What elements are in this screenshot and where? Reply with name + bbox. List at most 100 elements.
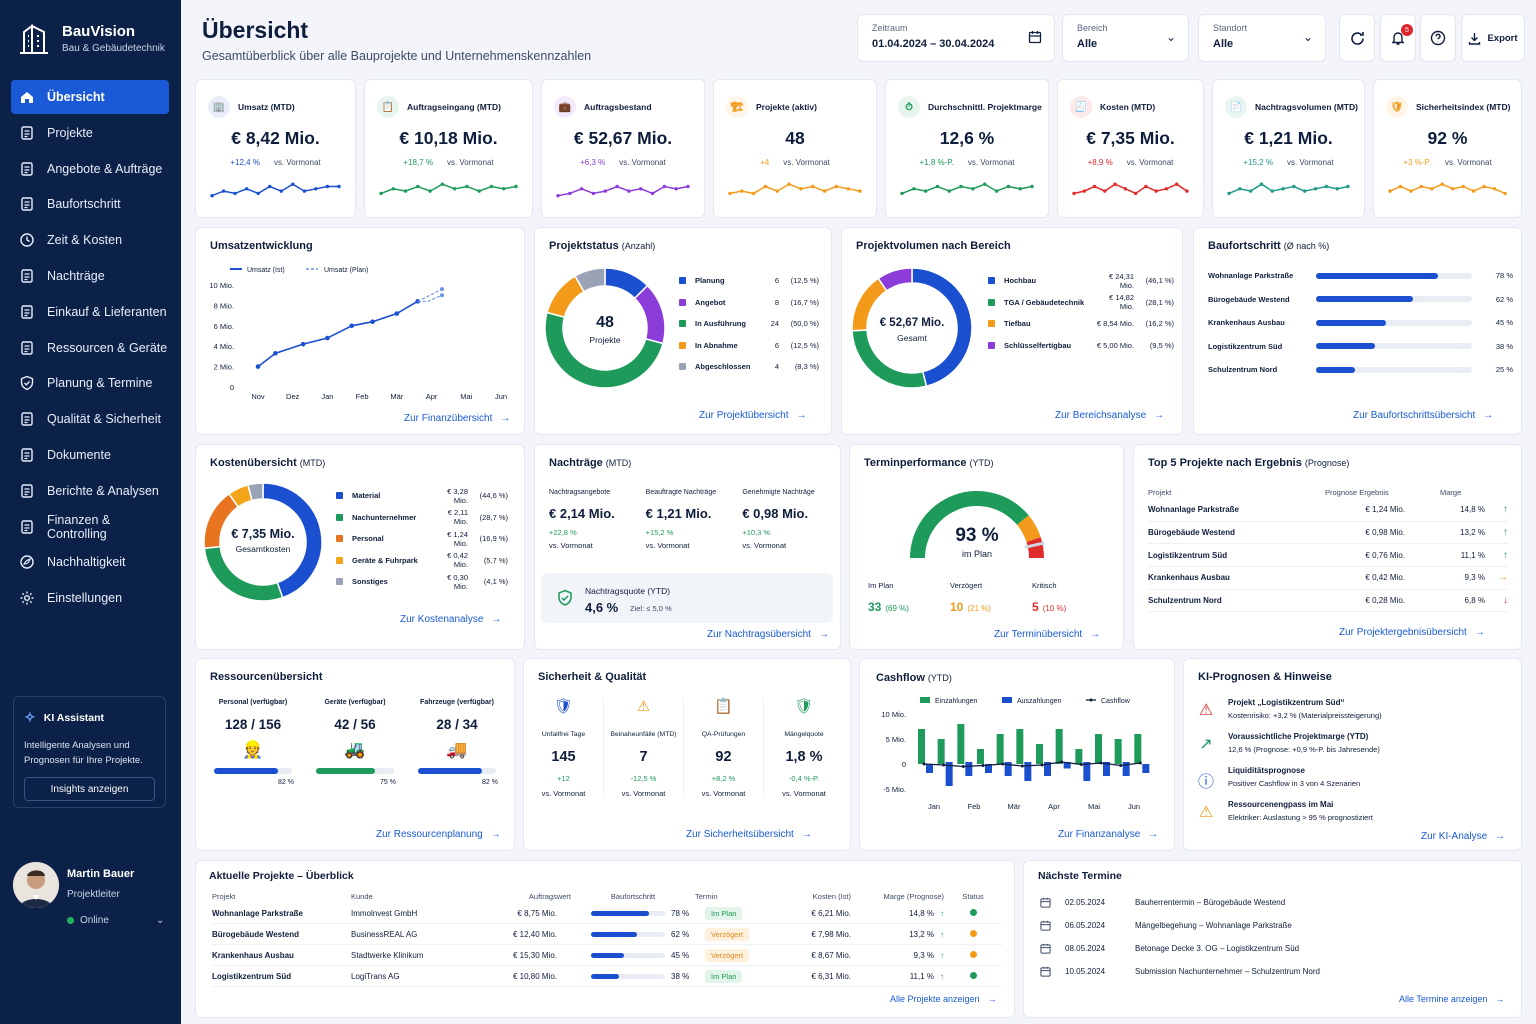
termin-item[interactable]: 08.05.2024 Betonage Decke 3. OG – Logisti… [1040,937,1510,960]
user-profile[interactable]: Martin Bauer Projektleiter Online ⌄ [13,860,173,930]
terminuebersicht-link[interactable]: Zur Terminübersicht → [994,629,1100,640]
alle-projekte-link[interactable]: Alle Projekte anzeigen → [890,994,997,1004]
cashflow-point [922,762,926,766]
nachtragsuebersicht-link[interactable]: Zur Nachtragsübersicht → [707,629,829,640]
export-button[interactable]: Export [1461,14,1525,62]
legend-label: Einzahlungen [935,698,978,705]
table-row[interactable]: Wohnanlage Parkstraße € 1,24 Mio. 14,8 % ↑ [1148,499,1508,522]
kpi-card[interactable]: 🧾 Kosten (MTD) € 7,35 Mio. +8,9 % vs. Vormon… [1057,79,1204,218]
baufortschritt-row[interactable]: Schulzentrum Nord 25 % [1208,358,1513,382]
nav-item-4[interactable]: Zeit & Kosten [11,223,169,257]
stat-label: Im Plan [868,581,894,590]
table-row[interactable]: Krankenhaus Ausbau € 0,42 Mio. 9,3 % → [1148,567,1508,590]
nav-item-8[interactable]: Planung & Termine [11,366,169,400]
series-ist-point [349,323,355,329]
termin-badge: Im Plan [705,906,743,920]
table-row[interactable]: Logistikzentrum Süd € 0,76 Mio. 11,1 % ↑ [1148,544,1508,568]
sparkline-point [302,189,307,193]
sparkline-point [1292,184,1296,189]
nav-item-12[interactable]: Finanzen & Controlling [11,510,169,544]
ki-hint[interactable]: ⚠ Projekt „Logistikzentrum Süd“ Kostenrisi… [1198,695,1518,729]
alle-termine-link[interactable]: Alle Termine anzeigen → [1399,994,1504,1004]
bereichsanalyse-link[interactable]: Zur Bereichsanalyse → [1055,410,1164,421]
notifications-button[interactable]: 5 [1380,14,1416,62]
ki-analyse-link[interactable]: Zur KI-Analyse → [1421,831,1505,842]
kunde: Stadtwerke Klinikum [351,950,424,960]
nav-item-14[interactable]: Einstellungen [11,581,169,615]
kpi-card[interactable]: 🛡 Sicherheitsindex (MTD) 92 % +3 %-P. vs. Vo… [1373,79,1522,218]
ki-hint[interactable]: ⚠ Ressourcenengpass im Mai Elektriker: Aus… [1198,797,1518,831]
kpi-card[interactable]: 📄 Nachtragsvolumen (MTD) € 1,21 Mio. +15,2 … [1212,79,1365,218]
nav-item-0[interactable]: Übersicht [11,80,169,114]
sparkline-point [325,184,330,189]
baufortschritt-row[interactable]: Wohnanlage Parkstraße 78 % [1208,264,1513,288]
help-button[interactable] [1420,14,1456,62]
nav-item-13[interactable]: Nachhaltigkeit [11,545,169,579]
table-row[interactable]: Logistikzentrum Süd LogiTrans AG € 10,80 M… [212,966,1002,987]
kpi-card[interactable]: 📋 Auftragseingang (MTD) € 10,18 Mio. +18,7 … [364,79,533,218]
nav-item-5[interactable]: Nachträge [11,259,169,293]
finanzuebersicht-link[interactable]: Zur Finanzübersicht → [404,413,510,424]
chevron-down-icon[interactable]: ⌄ [156,915,165,926]
alert-icon: ⚠ [1198,804,1214,821]
table-row[interactable]: Bürogebäude Westend BusinessREAL AG € 12,4… [212,924,1002,945]
termin-item[interactable]: 06.05.2024 Mängelbegehung – Wohnanlage Pa… [1040,914,1510,937]
nachtrag-stat: Nachtragsangebote € 2,14 Mio. +22,8 % vs. V… [549,489,646,550]
sparkline-point [502,187,506,191]
table-row[interactable]: Krankenhaus Ausbau Stadtwerke Klinikum € 1… [212,945,1002,966]
kostenanalyse-link[interactable]: Zur Kostenanalyse → [400,614,501,625]
kpi-delta-row: +12,4 % vs. Vormonat [196,158,355,167]
ressourcenplanung-link[interactable]: Zur Ressourcenplanung → [376,829,501,840]
zeitraum-filter[interactable]: Zeitraum 01.04.2024 – 30.04.2024 [857,14,1055,62]
legend-item: Angebot 8 (16,7 %) [679,292,819,314]
ki-hint[interactable]: ⓘ Liquiditätsprognose Positiver Cashflow i… [1198,763,1518,797]
table-row[interactable]: Wohnanlage Parkstraße Immolnvest GmbH € 8,… [212,903,1002,924]
finanzanalyse-link[interactable]: Zur Finanzanalyse → [1058,829,1158,840]
nav-item-6[interactable]: Einkauf & Lieferanten [11,295,169,329]
brand[interactable]: BauVision Bau & Gebäudetechnik [16,20,165,56]
sparkline-point [1409,189,1413,193]
termin-stat: Im Plan 33 (69 %) [868,581,950,616]
baufortschritt-row[interactable]: Krankenhaus Ausbau 45 % [1208,311,1513,335]
kpi-card[interactable]: 🏗 Projekte (aktiv) 48 +4 vs. Vormonat [713,79,877,218]
legend-value: 8 [774,297,779,307]
stat-label: Beinaheunfälle (MTD) [610,731,677,738]
sparkline-point [428,189,432,193]
nav-item-9[interactable]: Qualität & Sicherheit [11,402,169,436]
baufortschrittsuebersicht-link[interactable]: Zur Baufortschrittsübersicht → [1353,410,1493,421]
nav-item-10[interactable]: Dokumente [11,438,169,472]
sparkline-point [1238,187,1242,191]
kpi-card[interactable]: 🏢 Umsatz (MTD) € 8,42 Mio. +12,4 % vs. Vormo… [195,79,356,218]
nav-item-11[interactable]: Berichte & Analysen [11,474,169,508]
projektuebersicht-link[interactable]: Zur Projektübersicht → [699,410,806,421]
refresh-button[interactable] [1339,14,1375,62]
ergebnis-value: € 0,98 Mio. [1365,528,1405,538]
ki-hint[interactable]: ↗ Voraussichtliche Projektmarge (YTD) 12,6… [1198,729,1518,763]
kpi-card[interactable]: 💼 Auftragsbestand € 52,67 Mio. +6,3 % vs. Vo… [541,79,705,218]
doc-icon [21,161,33,176]
baufortschritt-list: Wohnanlage Parkstraße 78 % Bürogebäude Wes… [1208,264,1513,382]
sparkline-point [291,182,295,186]
insights-button[interactable]: Insights anzeigen [24,777,155,801]
sparkline-point [983,182,987,186]
nav-item-2[interactable]: Angebote & Aufträge [11,152,169,186]
bereich-select[interactable]: Bereich Alle ⌄ [1062,14,1189,62]
nav-item-7[interactable]: Ressourcen & Geräte [11,331,169,365]
link-label: Zur Sicherheitsübersicht [686,829,794,840]
kpi-card[interactable]: ⏱ Durchschnittl. Projektmarge 12,6 % +1,8 %… [885,79,1049,218]
legend-swatch [988,341,995,349]
kpi-delta: +3 %-P. [1403,158,1431,167]
projektergebnis-link[interactable]: Zur Projektergebnisübersicht → [1339,627,1485,638]
baufortschritt-row[interactable]: Logistikzentrum Süd 38 % [1208,335,1513,359]
termin-item[interactable]: 02.05.2024 Bauherrentermin – Bürogebäude … [1040,891,1510,914]
table-row[interactable]: Bürogebäude Westend € 0,98 Mio. 13,2 % ↑ [1148,522,1508,545]
baufortschritt-row[interactable]: Bürogebäude Westend 62 % [1208,288,1513,312]
standort-select[interactable]: Standort Alle ⌄ [1198,14,1326,62]
termin-item[interactable]: 10.05.2024 Submission Nachunternehmer – S… [1040,960,1510,983]
nav-item-3[interactable]: Baufortschritt [11,187,169,221]
hint-description: Kostenrisiko: +3,2 % (Materialpreissteig… [1228,711,1382,720]
bar-einzahlungen [1075,749,1083,764]
sicherheitsuebersicht-link[interactable]: Zur Sicherheitsübersicht → [686,829,812,840]
nav-item-1[interactable]: Projekte [11,116,169,150]
table-row[interactable]: Schulzentrum Nord € 0,28 Mio. 6,8 % ↓ [1148,590,1508,613]
